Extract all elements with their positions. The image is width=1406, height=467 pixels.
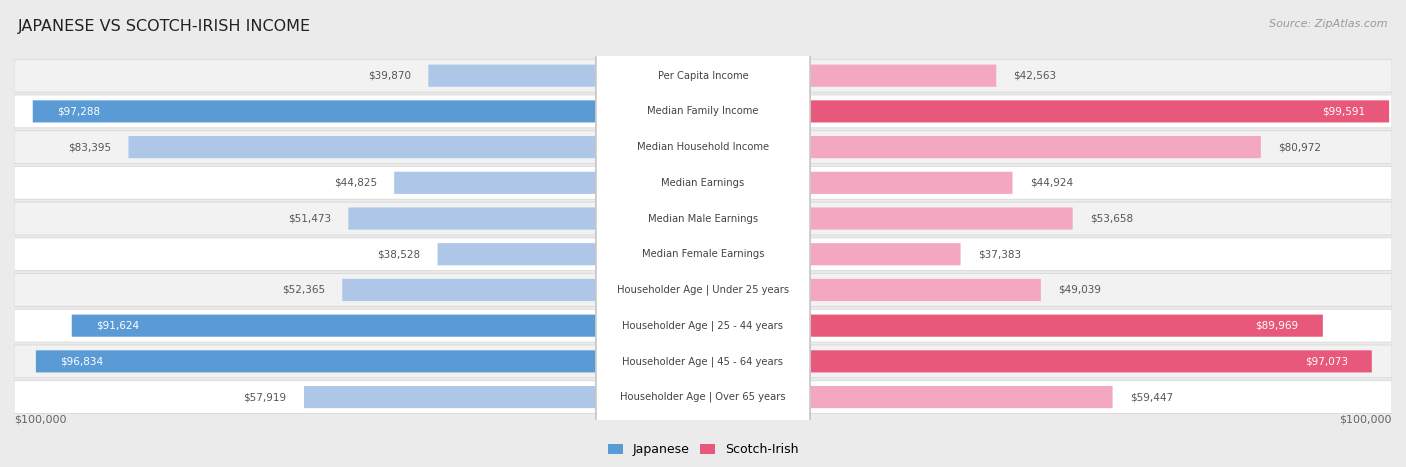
FancyBboxPatch shape: [703, 207, 1073, 230]
FancyBboxPatch shape: [14, 238, 1392, 271]
FancyBboxPatch shape: [703, 100, 1389, 122]
Text: Householder Age | Under 25 years: Householder Age | Under 25 years: [617, 285, 789, 295]
FancyBboxPatch shape: [14, 131, 1392, 163]
FancyBboxPatch shape: [394, 172, 703, 194]
FancyBboxPatch shape: [703, 386, 1112, 408]
FancyBboxPatch shape: [72, 315, 703, 337]
Text: $80,972: $80,972: [1278, 142, 1322, 152]
Text: $100,000: $100,000: [1340, 414, 1392, 424]
Text: Per Capita Income: Per Capita Income: [658, 71, 748, 81]
FancyBboxPatch shape: [596, 0, 810, 467]
Text: Source: ZipAtlas.com: Source: ZipAtlas.com: [1270, 19, 1388, 28]
Text: $96,834: $96,834: [60, 356, 103, 367]
Text: Householder Age | 25 - 44 years: Householder Age | 25 - 44 years: [623, 320, 783, 331]
Text: $57,919: $57,919: [243, 392, 287, 402]
Text: $51,473: $51,473: [288, 213, 332, 224]
FancyBboxPatch shape: [596, 0, 810, 467]
FancyBboxPatch shape: [14, 345, 1392, 378]
FancyBboxPatch shape: [14, 309, 1392, 342]
FancyBboxPatch shape: [342, 279, 703, 301]
Text: $44,924: $44,924: [1029, 178, 1073, 188]
Text: JAPANESE VS SCOTCH-IRISH INCOME: JAPANESE VS SCOTCH-IRISH INCOME: [18, 19, 311, 34]
FancyBboxPatch shape: [596, 0, 810, 467]
FancyBboxPatch shape: [703, 350, 1372, 373]
Text: $89,969: $89,969: [1256, 321, 1299, 331]
FancyBboxPatch shape: [703, 136, 1261, 158]
Text: $49,039: $49,039: [1059, 285, 1101, 295]
FancyBboxPatch shape: [128, 136, 703, 158]
FancyBboxPatch shape: [703, 172, 1012, 194]
FancyBboxPatch shape: [703, 243, 960, 265]
Legend: Japanese, Scotch-Irish: Japanese, Scotch-Irish: [603, 439, 803, 461]
Text: $39,870: $39,870: [368, 71, 411, 81]
FancyBboxPatch shape: [703, 279, 1040, 301]
FancyBboxPatch shape: [14, 95, 1392, 128]
Text: $44,825: $44,825: [333, 178, 377, 188]
Text: $52,365: $52,365: [281, 285, 325, 295]
Text: $91,624: $91,624: [96, 321, 139, 331]
Text: Median Female Earnings: Median Female Earnings: [641, 249, 765, 259]
Text: $38,528: $38,528: [377, 249, 420, 259]
Text: $53,658: $53,658: [1090, 213, 1133, 224]
FancyBboxPatch shape: [349, 207, 703, 230]
FancyBboxPatch shape: [14, 202, 1392, 235]
FancyBboxPatch shape: [596, 0, 810, 467]
Text: Median Family Income: Median Family Income: [647, 106, 759, 116]
Text: $37,383: $37,383: [977, 249, 1021, 259]
Text: Median Male Earnings: Median Male Earnings: [648, 213, 758, 224]
Text: Median Household Income: Median Household Income: [637, 142, 769, 152]
FancyBboxPatch shape: [703, 315, 1323, 337]
Text: Median Earnings: Median Earnings: [661, 178, 745, 188]
Text: Householder Age | 45 - 64 years: Householder Age | 45 - 64 years: [623, 356, 783, 367]
FancyBboxPatch shape: [703, 64, 997, 87]
FancyBboxPatch shape: [596, 0, 810, 467]
FancyBboxPatch shape: [596, 0, 810, 467]
FancyBboxPatch shape: [37, 350, 703, 373]
Text: $83,395: $83,395: [67, 142, 111, 152]
FancyBboxPatch shape: [304, 386, 703, 408]
Text: $97,073: $97,073: [1305, 356, 1348, 367]
FancyBboxPatch shape: [14, 59, 1392, 92]
FancyBboxPatch shape: [429, 64, 703, 87]
Text: $100,000: $100,000: [14, 414, 66, 424]
FancyBboxPatch shape: [596, 0, 810, 467]
FancyBboxPatch shape: [32, 100, 703, 122]
Text: $99,591: $99,591: [1322, 106, 1365, 116]
Text: $42,563: $42,563: [1014, 71, 1056, 81]
FancyBboxPatch shape: [14, 381, 1392, 413]
FancyBboxPatch shape: [596, 0, 810, 467]
FancyBboxPatch shape: [596, 0, 810, 467]
Text: Householder Age | Over 65 years: Householder Age | Over 65 years: [620, 392, 786, 403]
Text: $97,288: $97,288: [56, 106, 100, 116]
FancyBboxPatch shape: [437, 243, 703, 265]
FancyBboxPatch shape: [14, 274, 1392, 306]
FancyBboxPatch shape: [14, 166, 1392, 199]
FancyBboxPatch shape: [596, 0, 810, 467]
Text: $59,447: $59,447: [1130, 392, 1173, 402]
